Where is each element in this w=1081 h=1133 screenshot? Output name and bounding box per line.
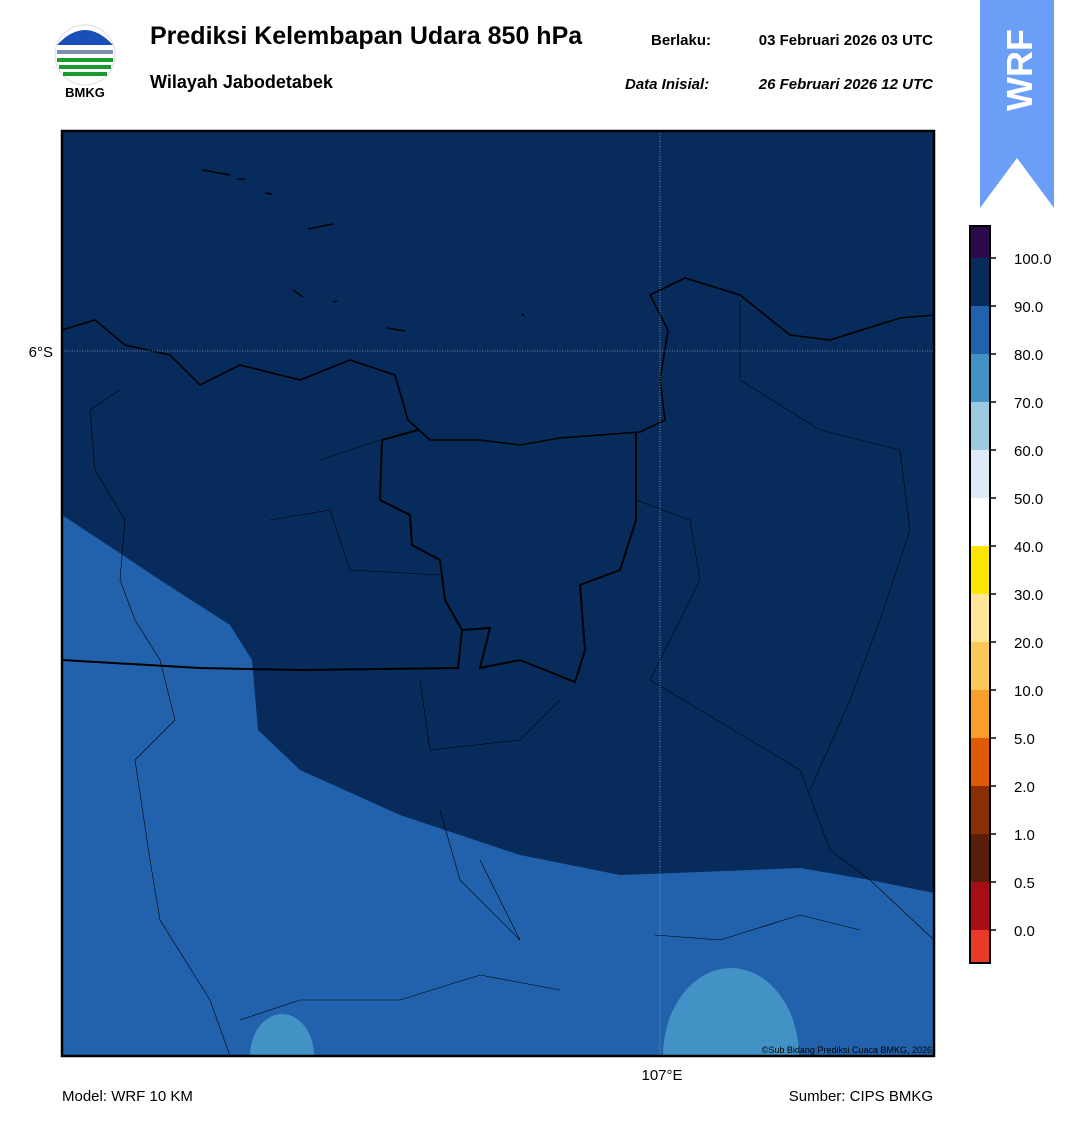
lon-label: 107°E bbox=[641, 1067, 682, 1084]
colorbar-label: 50.0 bbox=[1014, 491, 1043, 508]
valid-time: 03 Februari 2026 03 UTC bbox=[759, 32, 933, 49]
colorbar: 100.0 90.0 80.0 70.0 60.0 50.0 40.0 30.0 20.0 10.… bbox=[969, 225, 1052, 964]
colorbar-swatch bbox=[970, 882, 990, 930]
colorbar-swatch bbox=[970, 690, 990, 738]
model: Model: WRF 10 KM bbox=[62, 1088, 193, 1105]
colorbar-swatch bbox=[970, 306, 990, 354]
humidity-field bbox=[62, 515, 934, 1056]
colorbar-swatch bbox=[970, 498, 990, 546]
humidity-field bbox=[250, 1014, 314, 1056]
map: ©Sub Bidang Prediksi Cuaca BMKG, 2026 bbox=[62, 131, 934, 1056]
coastline bbox=[62, 277, 934, 446]
title: Prediksi Kelembapan Udara 850 hPa bbox=[150, 22, 583, 50]
source: Sumber: CIPS BMKG bbox=[789, 1088, 933, 1105]
badge bbox=[980, 0, 1054, 208]
colorbar-swatch bbox=[970, 738, 990, 786]
colorbar-swatch bbox=[970, 546, 990, 594]
colorbar-label: 90.0 bbox=[1014, 299, 1043, 316]
colorbar-label: 1.0 bbox=[1014, 827, 1035, 844]
credit: ©Sub Bidang Prediksi Cuaca BMKG, 2026 bbox=[762, 1045, 932, 1055]
colorbar-label: 30.0 bbox=[1014, 587, 1043, 604]
colorbar-label: 10.0 bbox=[1014, 683, 1043, 700]
colorbar-swatch bbox=[970, 226, 990, 258]
colorbar-label: 100.0 bbox=[1014, 251, 1052, 268]
colorbar-swatch bbox=[970, 402, 990, 450]
province-border bbox=[62, 429, 637, 684]
colorbar-swatch bbox=[970, 354, 990, 402]
district-border bbox=[89, 300, 934, 1056]
lat-label: 6°S bbox=[29, 344, 53, 361]
colorbar-swatch bbox=[970, 930, 990, 963]
colorbar-swatch bbox=[970, 258, 990, 306]
colorbar-label: 2.0 bbox=[1014, 779, 1035, 796]
colorbar-label: 70.0 bbox=[1014, 395, 1043, 412]
colorbar-swatch bbox=[970, 594, 990, 642]
colorbar-label: 60.0 bbox=[1014, 443, 1043, 460]
colorbar-swatch bbox=[970, 786, 990, 834]
logo: BMKG bbox=[54, 24, 116, 100]
init-label: Data Inisial: bbox=[625, 76, 709, 93]
colorbar-label: 0.5 bbox=[1014, 875, 1035, 892]
colorbar-label: 20.0 bbox=[1014, 635, 1043, 652]
colorbar-label: 80.0 bbox=[1014, 347, 1043, 364]
logo-text: BMKG bbox=[65, 85, 105, 100]
valid-label: Berlaku: bbox=[651, 32, 711, 49]
humidity-field bbox=[663, 968, 799, 1056]
colorbar-label: 0.0 bbox=[1014, 923, 1035, 940]
colorbar-swatch bbox=[970, 834, 990, 882]
badge-text: WRF bbox=[999, 29, 1040, 111]
colorbar-label: 40.0 bbox=[1014, 539, 1043, 556]
colorbar-label: 5.0 bbox=[1014, 731, 1035, 748]
colorbar-swatch bbox=[970, 450, 990, 498]
colorbar-swatch bbox=[970, 642, 990, 690]
map-frame bbox=[60, 129, 936, 1058]
init-time: 26 Februari 2026 12 UTC bbox=[758, 76, 934, 93]
islands bbox=[201, 169, 525, 332]
subtitle: Wilayah Jabodetabek bbox=[150, 72, 334, 92]
